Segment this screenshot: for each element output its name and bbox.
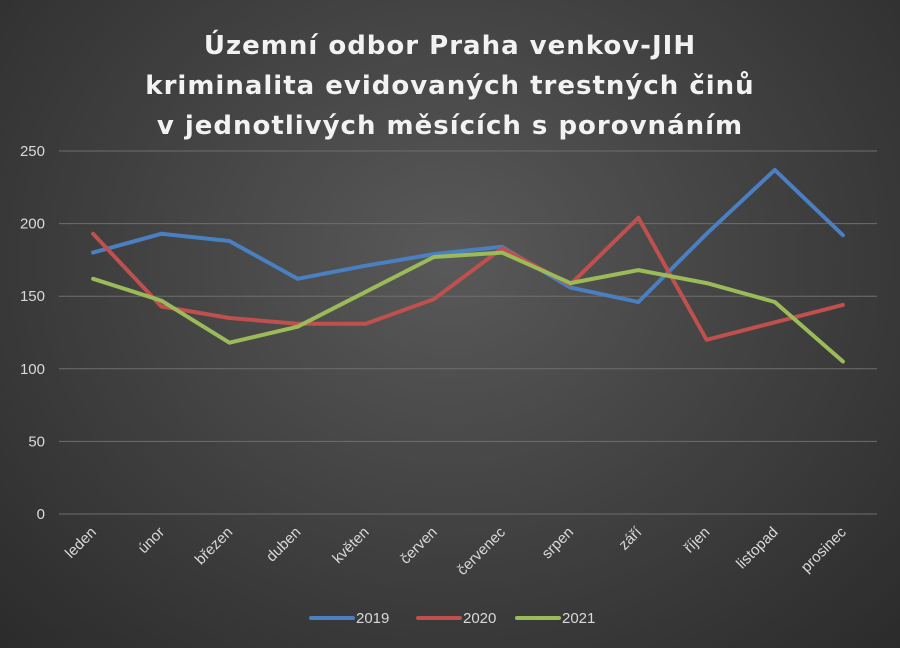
x-tick-label: duben (263, 524, 305, 566)
y-tick-label: 250 (20, 143, 45, 160)
x-tick-label: říjen (681, 524, 714, 557)
x-tick-label: březen (192, 524, 236, 568)
legend-label-2021: 2021 (562, 610, 595, 627)
x-tick-label: leden (62, 524, 100, 562)
x-tick-label: srpen (539, 524, 578, 563)
series-line-2019 (91, 167, 845, 304)
legend-label-2019: 2019 (356, 610, 389, 627)
legend-label-2020: 2020 (463, 610, 496, 627)
x-tick-label: září (616, 523, 646, 553)
x-tick-label: květen (329, 524, 372, 567)
y-tick-label: 50 (28, 433, 45, 450)
chart-title-line-3: v jednotlivých měsících s porovnáním (156, 111, 744, 141)
x-tick-label: červenec (454, 523, 509, 578)
chart-title-line-2: kriminalita evidovaných trestných činů (145, 71, 755, 101)
x-tick-label: prosinec (798, 523, 850, 575)
chart-title: Územní odbor Praha venkov-JIH kriminalit… (0, 26, 900, 146)
y-tick-label: 150 (20, 288, 45, 305)
chart-title-line-1: Územní odbor Praha venkov-JIH (203, 31, 697, 61)
x-tick-label: únor (135, 524, 168, 557)
y-tick-label: 200 (20, 216, 45, 233)
y-tick-label: 0 (37, 506, 45, 523)
series-line-2021 (91, 250, 845, 364)
y-tick-label: 100 (20, 361, 45, 378)
series-line-2020 (91, 215, 845, 342)
x-tick-label: listopad (733, 524, 782, 573)
x-tick-label: červen (397, 524, 441, 568)
